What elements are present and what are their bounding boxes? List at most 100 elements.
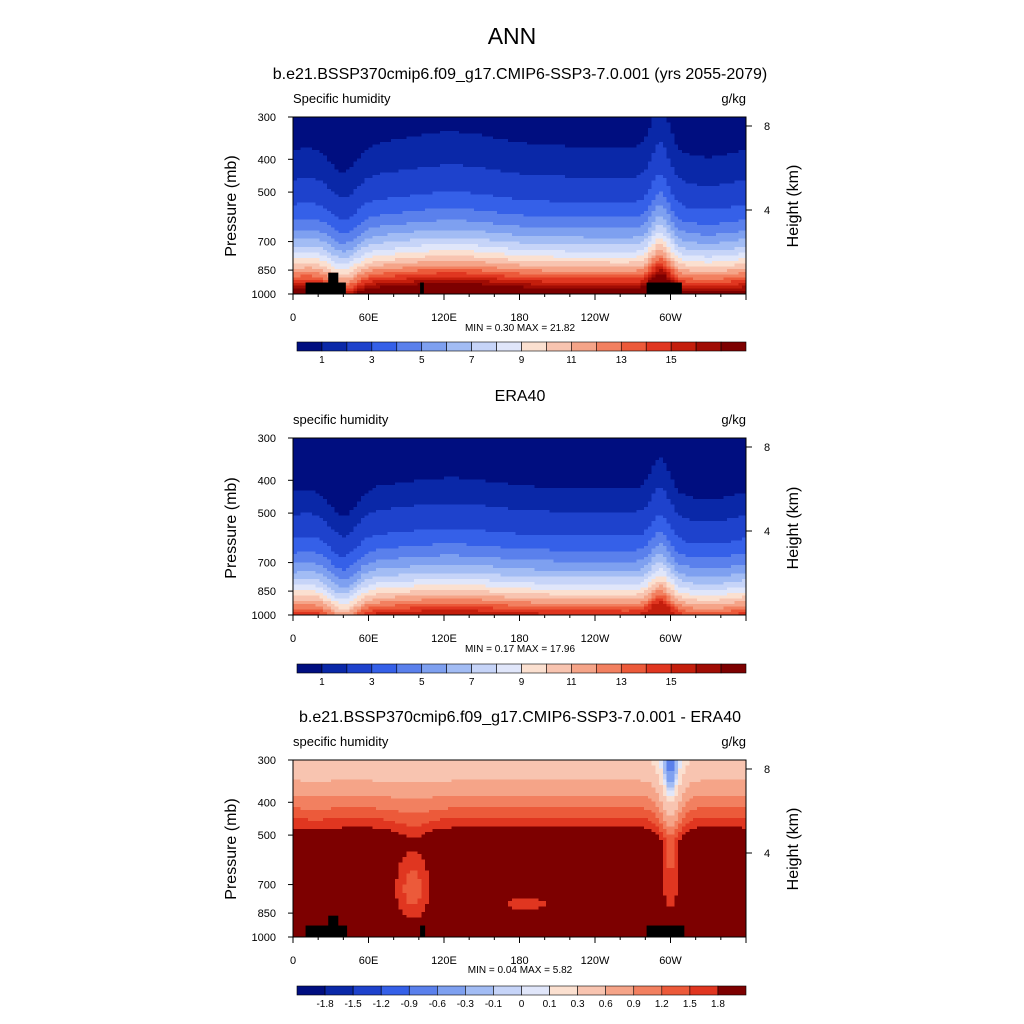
- contour-cell: [372, 487, 656, 492]
- contour-cell: [662, 854, 668, 858]
- contour-cell: [681, 798, 690, 803]
- contour-cell: [662, 765, 668, 769]
- contour-cell: [293, 468, 653, 472]
- contour-cell: [293, 771, 656, 775]
- contour-cell: [659, 779, 664, 783]
- contour-cell: [334, 227, 354, 231]
- contour-cell: [678, 889, 747, 894]
- contour-cell: [293, 595, 321, 600]
- colorbar-box: [321, 663, 348, 674]
- contour-cell: [647, 271, 653, 276]
- contour-cell: [387, 197, 513, 201]
- contour-cell: [651, 601, 660, 605]
- contour-cell: [647, 205, 656, 209]
- contour-cell: [674, 865, 679, 869]
- contour-cell: [655, 765, 660, 769]
- contour-cell: [417, 898, 430, 902]
- variable-label: specific humidity: [293, 734, 389, 749]
- contour-cell: [293, 603, 317, 608]
- contour-cell: [670, 576, 679, 580]
- contour-cell: [330, 224, 358, 229]
- contour-cell: [357, 266, 370, 270]
- colorbar-box: [296, 663, 323, 674]
- contour-cell: [662, 867, 679, 872]
- contour-cell: [323, 280, 332, 284]
- contour-cell: [293, 818, 309, 822]
- contour-cell: [406, 851, 419, 855]
- contour-cell: [662, 826, 679, 830]
- contour-cell: [644, 277, 649, 281]
- contour-cell: [647, 476, 672, 481]
- contour-cell: [678, 274, 747, 279]
- contour-cell: [315, 490, 370, 494]
- contour-cell: [508, 246, 645, 251]
- contour-cell: [651, 551, 672, 555]
- contour-cell: [651, 762, 660, 767]
- contour-cell: [655, 147, 668, 151]
- contour-cell: [662, 487, 679, 492]
- contour-cell: [360, 183, 653, 187]
- contour-cell: [296, 570, 317, 575]
- contour-cell: [353, 526, 649, 530]
- contour-cell: [662, 515, 683, 519]
- x-tick-label: 120E: [431, 955, 457, 967]
- contour-cell: [360, 587, 377, 591]
- contour-cell: [670, 473, 747, 478]
- contour-cell: [666, 277, 672, 281]
- contour-cell: [368, 584, 415, 588]
- contour-cell: [685, 573, 732, 577]
- contour-cell: [440, 818, 649, 822]
- contour-cell: [338, 584, 351, 588]
- contour-cell: [659, 834, 664, 839]
- contour-cell: [364, 252, 396, 256]
- contour-cell: [647, 133, 675, 137]
- contour-cell: [696, 598, 721, 602]
- contour-cell: [360, 280, 373, 284]
- contour-cell: [293, 795, 392, 800]
- contour-cell: [293, 177, 298, 182]
- contour-cell: [655, 823, 664, 827]
- contour-cell: [402, 912, 422, 916]
- contour-cell: [315, 603, 328, 608]
- contour-cell: [293, 485, 377, 489]
- contour-cell: [293, 274, 302, 279]
- contour-cell: [696, 241, 721, 245]
- contour-cell: [349, 609, 358, 613]
- contour-cell: [293, 144, 373, 149]
- contour-cell: [353, 274, 358, 279]
- contour-cell: [681, 515, 740, 519]
- contour-cell: [372, 598, 422, 602]
- contour-cell: [372, 269, 419, 273]
- contour-cell: [674, 606, 679, 611]
- contour-cell: [681, 271, 740, 276]
- contour-cell: [647, 208, 656, 212]
- contour-cell: [293, 856, 404, 861]
- contour-cell: [651, 468, 668, 472]
- contour-cell: [674, 252, 683, 256]
- contour-cell: [655, 208, 668, 212]
- contour-cell: [662, 782, 668, 786]
- contour-cell: [293, 152, 324, 157]
- contour-cell: [666, 199, 679, 204]
- contour-cell: [493, 222, 645, 226]
- contour-cell: [293, 865, 400, 869]
- contour-cell: [334, 590, 351, 594]
- contour-cell: [655, 227, 668, 231]
- contour-cell: [670, 208, 747, 212]
- contour-cell: [293, 260, 328, 265]
- contour-cell: [662, 141, 675, 146]
- contour-cell: [696, 183, 721, 187]
- contour-cell: [719, 183, 747, 187]
- contour-cell: [406, 277, 498, 281]
- contour-cell: [662, 873, 679, 877]
- colorbar-box: [465, 985, 494, 996]
- contour-cell: [459, 476, 649, 481]
- contour-cell: [394, 820, 430, 825]
- y-axis-label: Pressure (mb): [223, 798, 240, 899]
- contour-cell: [481, 282, 532, 287]
- contour-cell: [413, 230, 487, 234]
- contour-cell: [700, 233, 717, 237]
- contour-cell: [666, 573, 675, 577]
- x-tick-label: 180: [510, 955, 528, 967]
- contour-cell: [364, 288, 683, 292]
